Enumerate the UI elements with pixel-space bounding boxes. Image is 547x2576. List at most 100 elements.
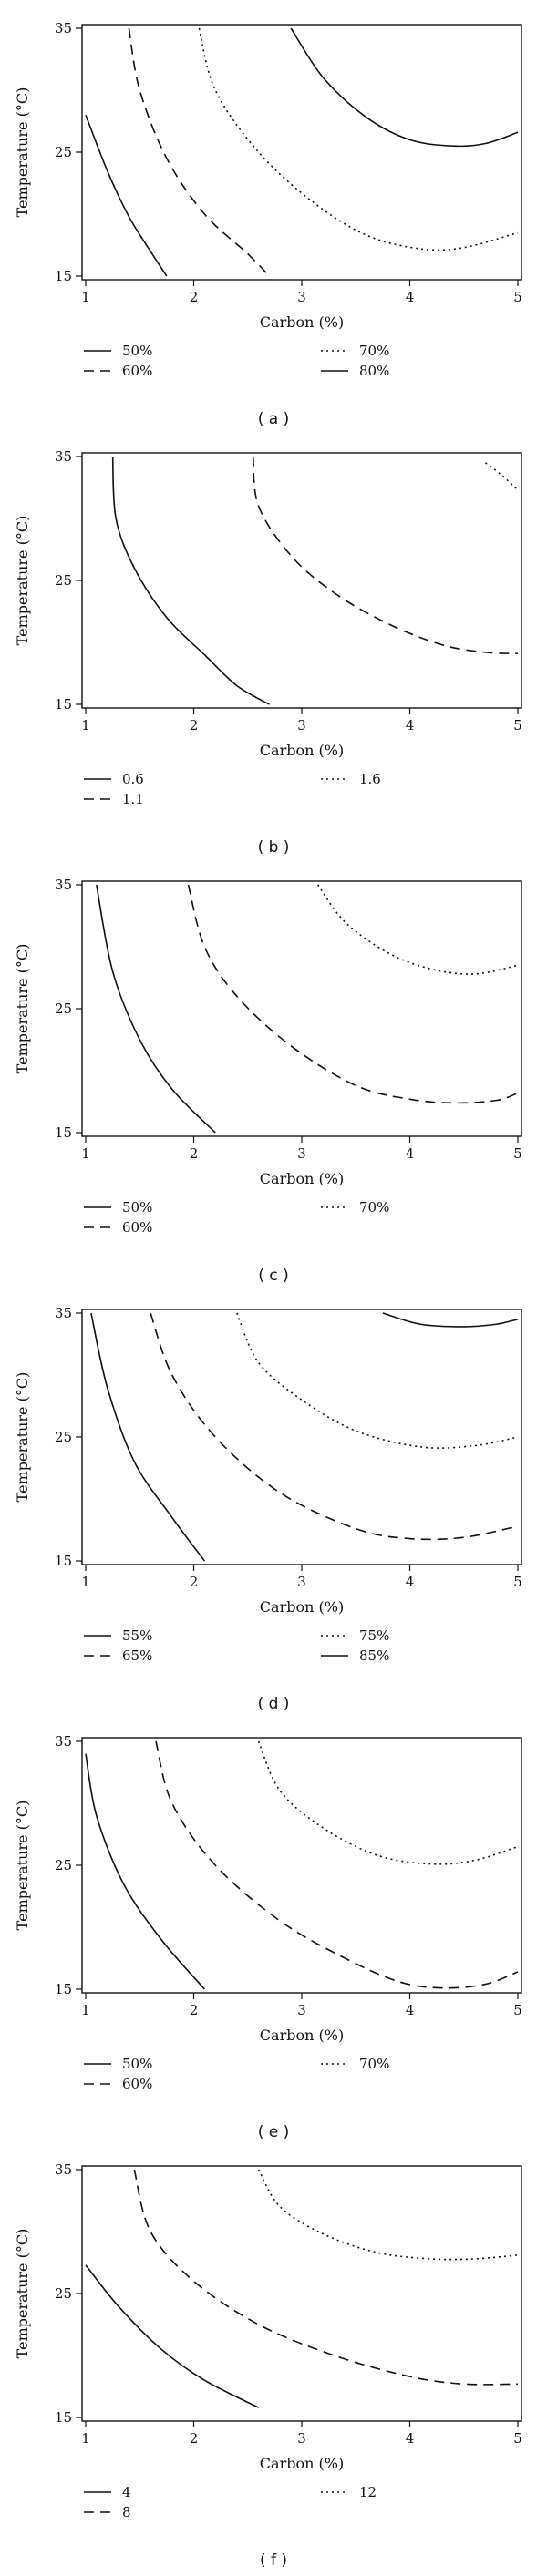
x-tick-label: 1 — [81, 1574, 90, 1590]
y-axis-label: Temperature (°C) — [14, 944, 31, 1074]
contour-line-50% — [96, 884, 216, 1134]
y-tick-label: 35 — [55, 20, 72, 36]
legend-label: 70% — [359, 2056, 389, 2072]
y-tick-label: 15 — [55, 1981, 72, 1997]
plot-frame — [81, 24, 522, 281]
contour-line-12 — [257, 2169, 519, 2261]
legend-label: 60% — [122, 1219, 152, 1236]
x-axis-label: Carbon (%) — [260, 2027, 344, 2044]
contour-line-50% — [85, 1753, 205, 1990]
y-axis-label: Temperature (°C) — [14, 1372, 31, 1503]
legend-label: 1.1 — [122, 791, 144, 807]
y-axis-label: Temperature (°C) — [14, 2229, 31, 2359]
legend-label: 85% — [359, 1647, 389, 1664]
x-tick-label: 1 — [81, 2430, 90, 2447]
x-tick-label: 2 — [190, 1145, 199, 1162]
x-tick-label: 4 — [406, 1574, 415, 1590]
chart-panel-4: 1 2 3 4 5 15 25 35 Carbon (%) Temperature (°C) 50%… — [14, 1733, 522, 2141]
y-tick-label: 25 — [55, 572, 72, 589]
legend-label: 50% — [122, 1199, 152, 1216]
panel-label: ( b ) — [258, 838, 290, 857]
y-tick-label: 25 — [55, 1429, 72, 1445]
x-tick-label: 5 — [513, 717, 522, 734]
x-axis-label: Carbon (%) — [260, 1170, 344, 1187]
contour-line-0.6 — [111, 456, 270, 705]
x-tick-label: 2 — [190, 2430, 199, 2447]
panel-label: ( c ) — [258, 1267, 288, 1285]
x-tick-label: 3 — [297, 2430, 306, 2447]
x-tick-label: 2 — [190, 717, 199, 734]
contour-line-75% — [236, 1312, 519, 1449]
legend-label: 75% — [359, 1627, 389, 1644]
panel-label: ( f ) — [260, 2551, 287, 2570]
x-tick-label: 2 — [190, 1574, 199, 1590]
x-axis-label: Carbon (%) — [260, 1598, 344, 1616]
plot-frame — [81, 1737, 522, 1994]
y-tick-label: 25 — [55, 2285, 72, 2302]
y-tick-label: 35 — [55, 877, 72, 893]
legend-label: 0.6 — [122, 771, 144, 787]
legend-label: 50% — [122, 2056, 152, 2072]
legend-label: 12 — [359, 2484, 377, 2500]
contour-line-50% — [85, 114, 168, 277]
legend-label: 8 — [122, 2504, 131, 2520]
x-tick-label: 3 — [297, 1574, 306, 1590]
x-tick-label: 2 — [190, 289, 199, 305]
contour-line-70% — [198, 27, 519, 251]
y-axis-label: Temperature (°C) — [14, 1801, 31, 1931]
chart-panel-3: 1 2 3 4 5 15 25 35 Carbon (%) Temperature (°C) 55%… — [14, 1305, 522, 1713]
x-tick-label: 1 — [81, 1145, 90, 1162]
plot-frame — [81, 452, 522, 709]
x-axis-label: Carbon (%) — [260, 313, 344, 331]
chart-panel-2: 1 2 3 4 5 15 25 35 Carbon (%) Temperature (°C) 50%… — [14, 877, 522, 1285]
x-tick-label: 4 — [406, 2002, 415, 2018]
x-tick-label: 4 — [406, 717, 415, 734]
contour-line-1.6 — [484, 462, 519, 491]
x-tick-label: 5 — [513, 2002, 522, 2018]
contour-line-60% — [155, 1740, 519, 1989]
y-axis-label: Temperature (°C) — [14, 87, 31, 218]
legend-label: 60% — [122, 2076, 152, 2092]
contour-line-60% — [187, 884, 519, 1104]
y-axis-label: Temperature (°C) — [14, 516, 31, 646]
y-tick-label: 15 — [55, 2409, 72, 2426]
x-tick-label: 5 — [513, 2430, 522, 2447]
legend-label: 60% — [122, 363, 152, 379]
y-tick-label: 15 — [55, 268, 72, 284]
x-axis-label: Carbon (%) — [260, 742, 344, 759]
x-tick-label: 5 — [513, 289, 522, 305]
contour-line-85% — [382, 1312, 519, 1328]
x-tick-label: 1 — [81, 717, 90, 734]
y-tick-label: 25 — [55, 1857, 72, 1873]
panel-label: ( a ) — [258, 410, 290, 428]
y-tick-label: 35 — [55, 2161, 72, 2178]
contour-line-70% — [257, 1740, 519, 1865]
x-tick-label: 4 — [406, 289, 415, 305]
contour-line-4 — [85, 2264, 259, 2408]
x-tick-label: 4 — [406, 1145, 415, 1162]
x-tick-label: 2 — [190, 2002, 199, 2018]
panel-label: ( e ) — [258, 2123, 290, 2141]
legend-label: 65% — [122, 1647, 152, 1664]
legend-label: 4 — [122, 2484, 131, 2500]
legend-label: 70% — [359, 1199, 389, 1216]
contour-line-80% — [290, 27, 519, 148]
legend-label: 80% — [359, 363, 389, 379]
y-tick-label: 35 — [55, 1733, 72, 1750]
chart-panel-1: 1 2 3 4 5 15 25 35 Carbon (%) Temperature (°C) 0.6… — [14, 448, 522, 857]
y-tick-label: 35 — [55, 448, 72, 465]
x-tick-label: 5 — [513, 1574, 522, 1590]
x-tick-label: 1 — [81, 2002, 90, 2018]
contour-line-60% — [128, 27, 271, 277]
contour-line-8 — [133, 2169, 519, 2386]
plot-frame — [81, 880, 522, 1137]
contour-line-70% — [317, 884, 519, 975]
x-tick-label: 5 — [513, 1145, 522, 1162]
contour-line-55% — [90, 1312, 205, 1562]
panel-label: ( d ) — [258, 1695, 290, 1713]
x-tick-label: 3 — [297, 289, 306, 305]
contour-line-1.1 — [252, 456, 519, 655]
y-tick-label: 25 — [55, 1001, 72, 1017]
legend-label: 50% — [122, 343, 152, 359]
legend-label: 70% — [359, 343, 389, 359]
